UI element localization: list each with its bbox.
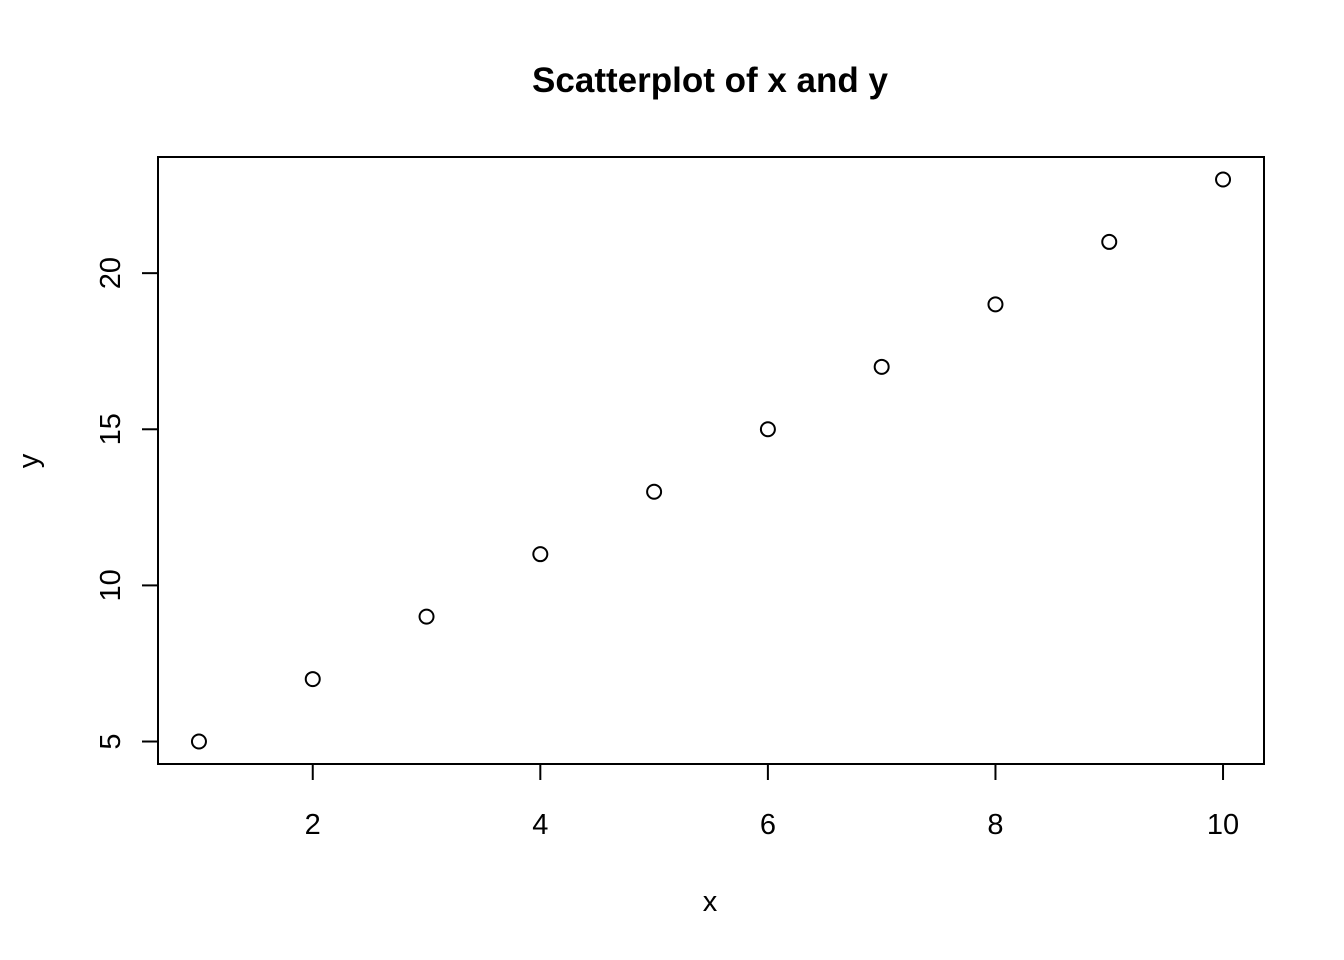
y-tick-label: 10: [95, 569, 127, 601]
data-point: [304, 671, 321, 688]
chart-title: Scatterplot of x and y: [532, 61, 888, 100]
y-tick-label: 20: [95, 257, 127, 289]
y-axis-label: y: [13, 453, 45, 468]
data-point: [759, 421, 776, 438]
y-axis: 5 10 15 20: [95, 257, 159, 750]
x-tick-label: 10: [1207, 809, 1239, 841]
x-axis-label: x: [703, 886, 718, 918]
data-point: [873, 358, 890, 375]
data-point: [532, 546, 549, 563]
data-point: [646, 483, 663, 500]
y-tick-label: 15: [95, 413, 127, 445]
plot-area-frame: [157, 156, 1265, 765]
data-point: [418, 608, 435, 625]
data-point: [1101, 233, 1118, 250]
data-point: [987, 296, 1004, 313]
data-point: [1215, 171, 1232, 188]
x-axis: 2 4 6 8 10: [305, 763, 1239, 841]
data-point: [190, 733, 207, 750]
x-tick-label: 6: [760, 809, 776, 841]
y-tick-label: 5: [95, 733, 127, 749]
x-tick-label: 2: [305, 809, 321, 841]
data-points: [190, 171, 1232, 750]
x-tick-label: 4: [532, 809, 548, 841]
x-tick-label: 8: [987, 809, 1003, 841]
